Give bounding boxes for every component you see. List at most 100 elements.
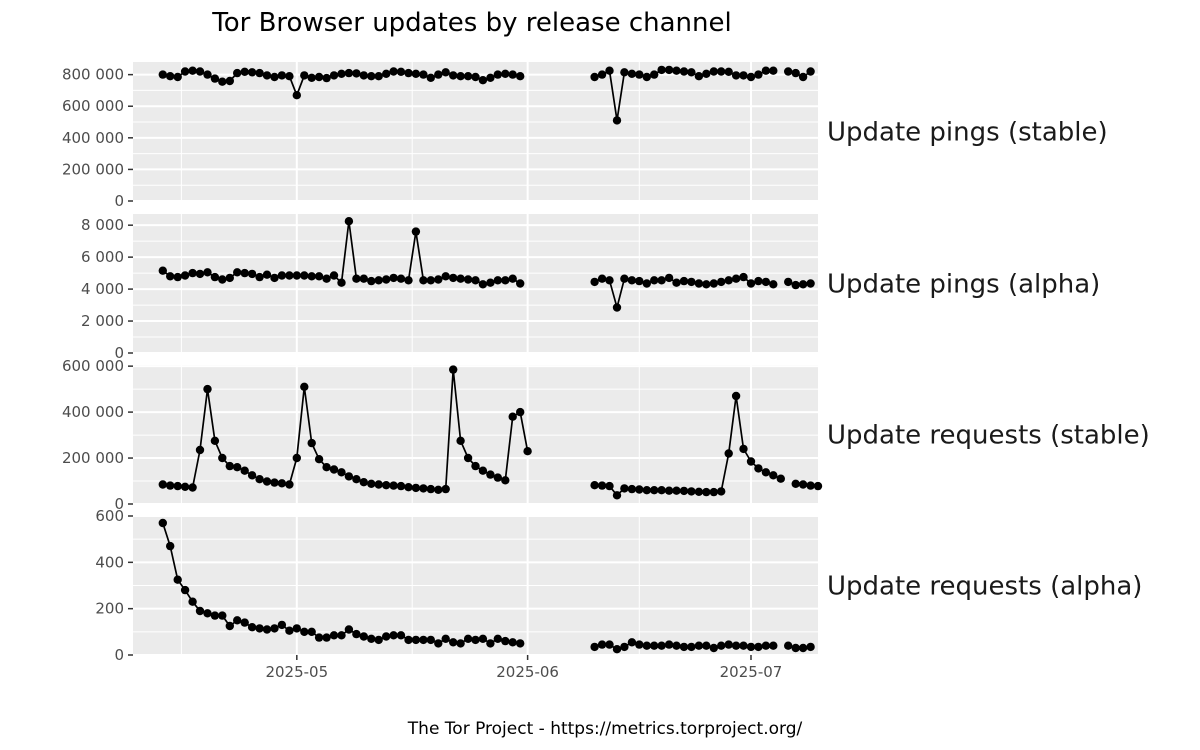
data-point	[620, 642, 629, 652]
data-point	[463, 634, 473, 643]
data-point	[717, 641, 726, 650]
data-point	[672, 278, 681, 287]
data-point	[769, 471, 778, 480]
data-point	[605, 66, 614, 75]
data-point	[590, 277, 599, 287]
data-point	[367, 276, 376, 286]
data-point	[352, 629, 361, 639]
data-point	[754, 464, 763, 473]
data-point	[642, 72, 651, 82]
data-point	[449, 71, 458, 80]
data-point	[657, 276, 666, 285]
x-tick-label: 2025-05	[265, 663, 328, 681]
data-point	[508, 412, 517, 421]
data-point	[262, 270, 272, 279]
data-point	[419, 484, 428, 493]
data-point	[292, 624, 301, 633]
panel-background	[133, 365, 818, 504]
data-point	[344, 68, 354, 78]
panel-background	[133, 62, 818, 201]
data-point	[516, 639, 525, 648]
data-point	[806, 481, 815, 490]
data-point	[203, 268, 212, 277]
data-point	[285, 480, 294, 489]
data-point	[664, 273, 674, 283]
data-point	[813, 481, 823, 491]
data-point	[411, 635, 421, 645]
data-point	[635, 640, 644, 649]
data-point	[292, 91, 301, 100]
data-point	[709, 279, 718, 288]
data-point	[322, 463, 331, 472]
data-point	[642, 279, 651, 288]
data-point	[225, 76, 234, 86]
x-axis: 2025-05 2025-06 2025-07	[265, 655, 782, 681]
data-point	[225, 621, 234, 631]
data-point	[657, 486, 666, 495]
data-point	[769, 641, 778, 650]
data-point	[449, 273, 458, 283]
data-point	[292, 271, 301, 280]
chart-caption: The Tor Project - https://metrics.torpro…	[407, 719, 803, 739]
data-point	[702, 280, 711, 289]
data-point	[255, 624, 264, 633]
data-point	[426, 484, 435, 494]
data-point	[687, 642, 696, 652]
data-point	[277, 71, 287, 80]
data-point	[746, 72, 756, 82]
x-tick-label: 2025-06	[496, 663, 559, 681]
data-point	[173, 272, 182, 282]
data-point	[374, 276, 383, 285]
y-tick-label: 600	[95, 507, 124, 525]
data-point	[352, 69, 361, 78]
data-point	[746, 642, 756, 652]
data-point	[798, 72, 808, 82]
data-point	[471, 72, 480, 82]
facet-label: Update requests (alpha)	[827, 572, 1142, 602]
data-point	[434, 70, 443, 79]
y-tick-label: 0	[114, 495, 124, 513]
data-point	[389, 273, 398, 283]
data-point	[247, 623, 257, 632]
data-point	[731, 391, 741, 401]
data-point	[352, 274, 361, 283]
facet-label: Update requests (stable)	[827, 421, 1150, 451]
data-point	[396, 631, 406, 640]
data-point	[203, 609, 212, 618]
data-point	[270, 72, 279, 82]
data-point	[434, 485, 443, 494]
data-point	[195, 445, 205, 455]
facet-panel: 0 2 000 4 000 6 000 8 000 Update pings (alpha…	[81, 214, 1100, 362]
data-point	[784, 67, 793, 76]
data-point	[359, 478, 368, 487]
data-point	[322, 274, 331, 283]
data-point	[166, 72, 175, 81]
data-point	[173, 481, 182, 491]
data-point	[203, 384, 212, 394]
data-point	[382, 69, 391, 79]
data-point	[650, 70, 659, 79]
data-point	[329, 631, 339, 640]
data-point	[687, 68, 696, 77]
data-point	[188, 268, 197, 278]
data-point	[210, 611, 220, 620]
data-point	[285, 626, 294, 635]
data-point	[210, 436, 220, 445]
data-point	[158, 480, 167, 489]
data-point	[367, 479, 376, 488]
data-point	[746, 279, 756, 288]
data-point	[702, 641, 711, 650]
data-point	[292, 453, 301, 463]
data-point	[501, 636, 510, 646]
data-point	[612, 303, 622, 312]
data-point	[687, 487, 696, 496]
y-tick-label: 6 000	[81, 248, 124, 266]
y-tick-label: 0	[114, 192, 124, 210]
data-point	[620, 68, 629, 77]
data-point	[233, 268, 242, 277]
data-point	[344, 217, 354, 226]
data-point	[404, 483, 413, 492]
data-point	[739, 272, 748, 282]
data-point	[642, 486, 651, 495]
